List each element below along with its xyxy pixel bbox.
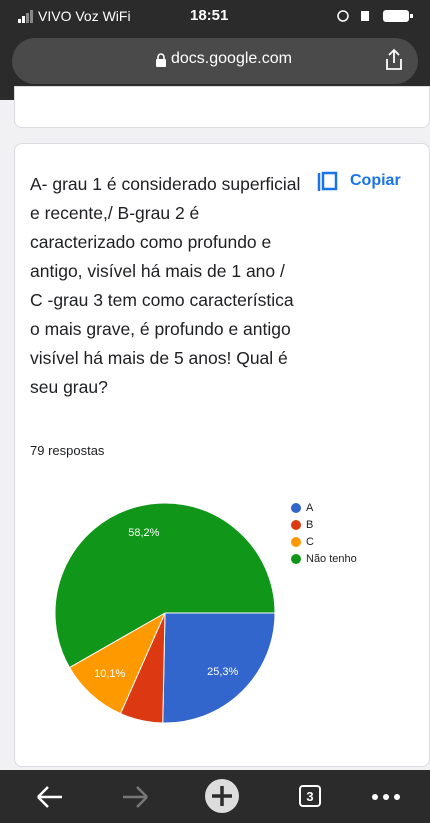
slice-label: 58,2% <box>128 527 159 539</box>
legend-swatch <box>291 537 301 547</box>
pie-slice <box>162 612 276 724</box>
pie-chart: 25,3% 10,1% 58,2% ABC Não tenho <box>54 502 357 724</box>
legend-label: B <box>306 519 313 531</box>
slice-label: 25,3% <box>207 666 238 678</box>
legend-swatch <box>291 503 301 513</box>
signal-icon <box>18 10 33 23</box>
slice-label: 10,1% <box>94 668 125 680</box>
pie-slice <box>54 502 276 669</box>
question-text: A- grau 1 é considerado superficial e re… <box>30 174 301 397</box>
clock: 18:51 <box>190 7 229 24</box>
previous-card <box>14 86 430 128</box>
copy-icon[interactable] <box>316 170 338 194</box>
back-icon[interactable] <box>37 786 62 808</box>
toolbar-icons <box>37 779 400 813</box>
forward-icon <box>123 786 148 808</box>
legend-swatch <box>291 554 301 564</box>
copy-button[interactable]: Copiar <box>350 172 401 189</box>
address-bar[interactable] <box>12 38 418 84</box>
lock-icon <box>156 53 166 67</box>
legend-label: C <box>306 536 314 548</box>
tab-count: 3 <box>306 789 314 804</box>
url: docs.google.com <box>171 50 292 67</box>
legend-swatch <box>291 520 301 530</box>
legend-label: A <box>306 502 314 514</box>
response-count: 79 respostas <box>30 443 105 458</box>
carrier: VIVO Voz WiFi <box>38 8 131 24</box>
status-icons <box>337 10 413 22</box>
share-icon[interactable] <box>384 48 404 72</box>
legend-label: Não tenho <box>306 553 357 565</box>
tabs-icon[interactable] <box>299 785 321 807</box>
